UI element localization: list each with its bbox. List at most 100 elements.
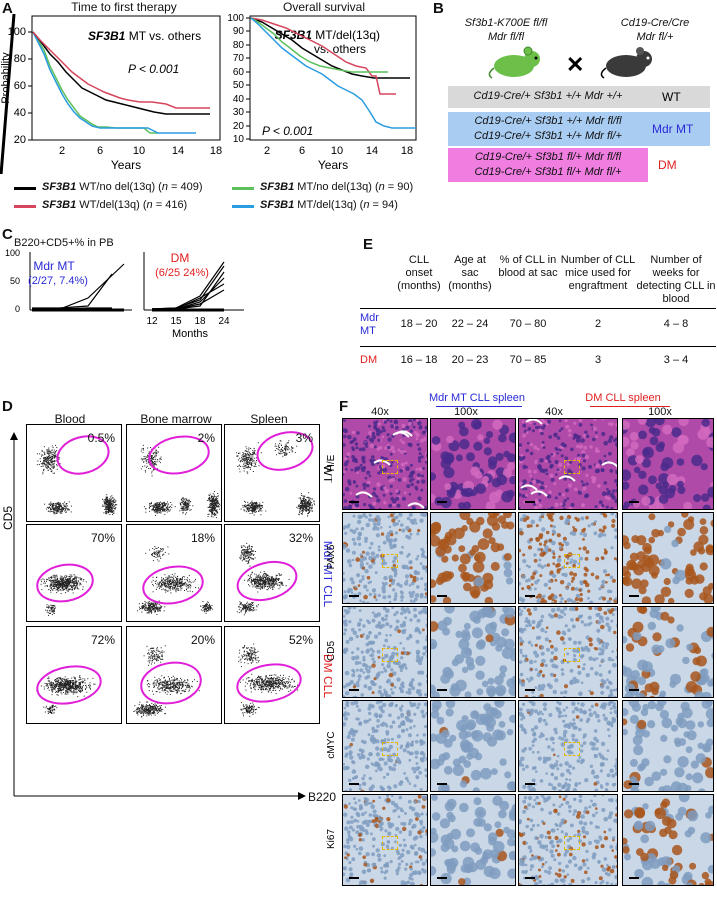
gate-percentage: 52% [288,633,313,647]
table-header: Number of CLL mice used for engraftment [560,254,636,292]
flow-plot: 20% [126,626,222,724]
flow-column-header: Bone marrow [140,412,212,426]
tft-annotation-rest: MT vs. others [125,29,201,43]
flow-row-label: DM CLL [316,636,335,716]
ihc-image [518,606,618,698]
scale-bar [525,783,535,785]
flow-row-label-text: Mdr MT CLL [321,541,332,608]
km-legend-box: SF3B1 WT/no del(13q) (n = 409) SF3B1 WT/… [14,181,434,217]
zoom-region-box [381,460,398,475]
ihc-image [622,418,714,510]
genotype-line: Cd19-Cre/+ Sf3b1 +/+ Mdr +/+ [473,90,623,102]
mice-illustration: ✕ [488,46,652,79]
table-rule [360,346,716,347]
legend-label: SF3B1 MT/del(13q) (n = 94) [260,199,398,211]
genotype-line: Cd19-Cre/+ Sf3b1 fl/+ Mdr fl/fl [474,151,622,163]
group-label-mdr: Mdr MT [652,122,694,136]
ihc-image [342,606,428,698]
ihc-image [342,418,428,510]
ihc-texture [623,795,713,885]
pb-xtick: 18 [194,316,206,327]
ihc-texture [343,419,427,509]
parent-right-genotype: Cd19-Cre/Cre Mdr fl/+ [600,16,710,44]
scale-bar [437,595,447,597]
os-xtick: 10 [331,145,343,157]
panel-label-c: C [2,226,13,243]
tft-xtick: 2 [59,145,65,157]
genotype-group-wt: Cd19-Cre/+ Sf3b1 +/+ Mdr +/+ WT [448,86,710,108]
legend-item: SF3B1 MT/del(13q) (n = 94) [232,199,432,213]
parent-right-line: Mdr fl/+ [636,31,674,43]
ihc-mag-label: 40x [545,406,563,418]
os-curve-wt-nodel [250,17,410,79]
scale-bar [349,877,359,879]
legend-swatch [14,187,36,190]
tft-annotation-gene: SF3B1 [88,29,126,43]
tft-xtick: 10 [133,145,145,157]
legend-label: SF3B1 WT/del(13q) (n = 416) [42,199,188,211]
ihc-texture [519,701,617,791]
pb-xtick: 12 [146,316,158,327]
ihc-row-label-text: H/E [326,454,337,471]
os-pvalue: P < 0.001 [262,124,313,138]
flow-scatter [36,563,94,616]
flow-row-label: WT [316,434,335,514]
ihc-row-label: H/E [324,438,340,488]
gate-ellipse [236,663,302,703]
legend-item: SF3B1 WT/no del(13q) (n = 409) [14,181,224,195]
tft-title: Time to first therapy [71,0,177,14]
legend-swatch [14,205,36,208]
ihc-mag-label: 100x [648,406,672,418]
table-row-label: DM [360,354,378,366]
os-ytick: 60 [233,67,245,78]
ihc-image [342,512,428,604]
tft-curve-mt-nodel [32,31,158,134]
ihc-texture [431,419,515,509]
os-annotation-rest: MT/del(13q) [312,28,380,42]
ihc-texture [431,607,515,697]
ihc-row-label-text: PAX5 [326,544,337,569]
scale-bar [349,689,359,691]
flow-scatter [236,431,316,517]
cd5-axis-label: CD5 [0,498,20,538]
table-cell: 2 [594,318,602,330]
flow-plot: 0.5% [26,424,122,522]
ihc-texture [519,419,617,509]
os-curve-mt-del [250,17,416,129]
ihc-texture [431,513,515,603]
panel-label-b: B [433,0,444,17]
scale-bar [629,689,639,691]
pb-xtick: 24 [218,316,230,327]
ihc-image [518,700,618,792]
flow-plot: 52% [224,626,320,724]
legend-item: SF3B1 WT/del(13q) (n = 416) [14,199,224,213]
os-ytick: 80 [233,40,245,51]
ihc-row-label: Ki67 [324,814,340,864]
flow-axes-arrows [10,432,306,800]
gate-ellipse [36,665,102,705]
os-curve-mt-nodel [250,17,388,73]
tft-curve-mt-del [32,31,196,134]
ihc-texture [623,701,713,791]
tft-annotation: SF3B1 MT vs. others [88,29,201,43]
os-title: Overall survival [282,0,366,14]
ihc-texture [431,795,515,885]
ihc-texture [623,419,713,509]
b220-axis-label: B220 [308,790,337,804]
gate-ellipse [36,563,94,603]
legend-swatch [232,205,254,208]
ihc-image [430,700,516,792]
tft-xtick: 14 [172,145,184,157]
table-header: Age at sac (months) [448,254,492,292]
zoom-region-box [381,648,398,663]
os-annotation-line2: vs. others [314,42,366,56]
gate-ellipse [140,661,202,705]
tft-curve-wt-nodel [32,31,210,115]
os-ytick: 40 [233,94,245,105]
zoom-region-box [381,836,398,851]
legend-item: SF3B1 MT/no del(13q) (n = 90) [232,181,432,195]
flow-plot: 70% [26,524,122,622]
os-xtick: 2 [264,145,270,157]
flow-scatter [133,645,202,718]
zoom-region-box [564,836,580,851]
